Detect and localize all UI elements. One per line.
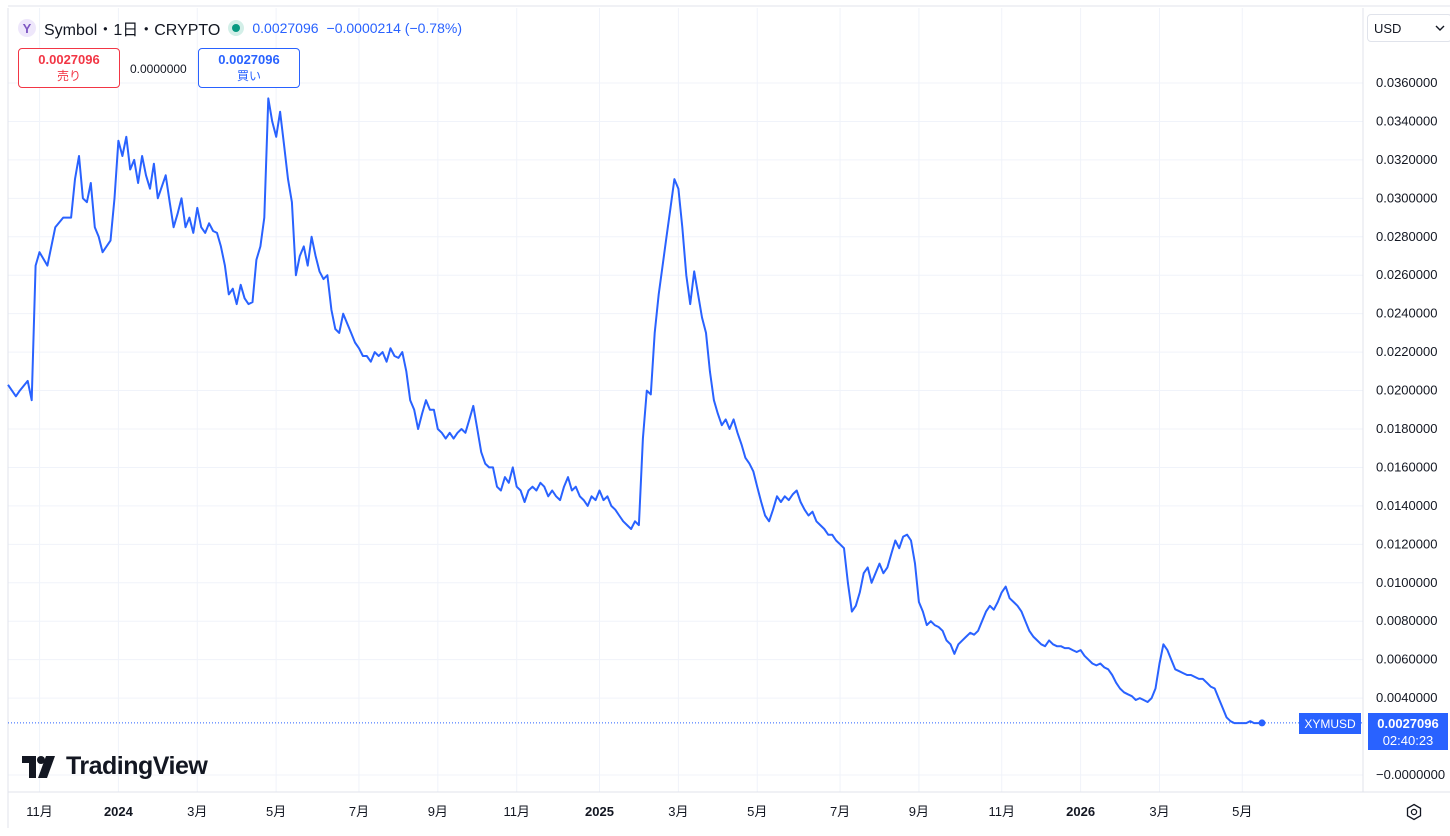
- currency-value: USD: [1374, 20, 1402, 36]
- price-axis-tick-label: 0.0240000: [1376, 306, 1437, 321]
- last-price-marker: [1258, 719, 1266, 727]
- symbol-title[interactable]: Symbol・1日・CRYPTO: [44, 22, 221, 39]
- chevron-down-icon: [1435, 25, 1445, 31]
- time-axis-tick-label: 9月: [909, 804, 929, 819]
- price-axis-tick-label: 0.0140000: [1376, 498, 1437, 513]
- last-price-tag: XYMUSD 0.0027096 02:40:23: [1299, 713, 1448, 750]
- time-axis-tick-label: 3月: [1149, 804, 1169, 819]
- buy-price: 0.0027096: [218, 52, 280, 67]
- time-axis-tick-label: 5月: [1232, 804, 1252, 819]
- time-axis-tick-label: 3月: [187, 804, 207, 819]
- market-status-icon[interactable]: [228, 20, 245, 36]
- time-axis-tick-label: 5月: [266, 804, 286, 819]
- time-axis-tick-label: 2024: [104, 804, 134, 819]
- spread-value: 0.0000000: [130, 62, 187, 76]
- time-axis-tick-label: 7月: [349, 804, 369, 819]
- tradingview-mark-icon: [22, 755, 58, 778]
- gear-icon: [1406, 803, 1422, 821]
- price-series-line: [7, 97, 1263, 725]
- sell-price: 0.0027096: [38, 52, 100, 67]
- header-price: 0.0027096: [252, 20, 319, 36]
- price-axis-tick-label: 0.0280000: [1376, 229, 1437, 244]
- buy-button[interactable]: 0.0027096 買い: [198, 48, 300, 88]
- price-axis-tick-label: 0.0360000: [1376, 75, 1437, 90]
- price-tag-countdown: 02:40:23: [1383, 733, 1434, 748]
- symbol-logo-icon: Y: [18, 19, 36, 37]
- price-axis-tick-label: 0.0180000: [1376, 421, 1437, 436]
- price-axis-tick-label: 0.0120000: [1376, 536, 1437, 551]
- time-axis[interactable]: 11月 2024 3月 5月 7月 9月 11月 2025 3月 5月 7月 9月 11月 2026 3月 5…: [26, 804, 1252, 819]
- chart-grid: [8, 8, 1363, 792]
- price-axis-tick-label: 0.0100000: [1376, 575, 1437, 590]
- header-change: −0.0000214 (−0.78%): [326, 20, 462, 36]
- time-axis-tick-label: 11月: [26, 804, 53, 819]
- price-axis-tick-label: 0.0060000: [1376, 652, 1437, 667]
- symbol-tag-bg: [1299, 713, 1361, 734]
- sell-button[interactable]: 0.0027096 売り: [18, 48, 120, 88]
- price-tag-value: 0.0027096: [1377, 716, 1438, 731]
- price-axis-tick-label: 0.0220000: [1376, 344, 1437, 359]
- time-axis-tick-label: 3月: [668, 804, 688, 819]
- chart-settings-button[interactable]: [1403, 801, 1425, 823]
- time-axis-tick-label: 7月: [830, 804, 850, 819]
- price-axis-tick-label: 0.0340000: [1376, 113, 1437, 128]
- price-axis-tick-label: 0.0320000: [1376, 152, 1437, 167]
- time-axis-tick-label: 5月: [747, 804, 767, 819]
- time-axis-tick-label: 11月: [503, 804, 530, 819]
- time-axis-tick-label: 2026: [1066, 804, 1095, 819]
- price-axis-tick-label: 0.0200000: [1376, 383, 1437, 398]
- time-axis-tick-label: 9月: [428, 804, 448, 819]
- price-tag-bg: [1368, 713, 1448, 750]
- price-axis[interactable]: 0.0360000 0.0340000 0.0320000 0.0300000 0.02…: [1376, 75, 1445, 782]
- price-axis-tick-label: 0.0300000: [1376, 190, 1437, 205]
- time-axis-tick-label: 11月: [988, 804, 1015, 819]
- symbol-tag-text: XYMUSD: [1304, 717, 1356, 731]
- price-axis-tick-label: 0.0080000: [1376, 613, 1437, 628]
- price-axis-tick-label: 0.0260000: [1376, 267, 1437, 282]
- sell-label: 売り: [56, 69, 81, 83]
- buy-label: 買い: [236, 69, 261, 83]
- symbol-header: Y Symbol・1日・CRYPTO 0.0027096 −0.0000214 …: [18, 16, 462, 40]
- time-axis-tick-label: 2025: [585, 804, 614, 819]
- tradingview-logo[interactable]: TradingView: [22, 752, 208, 781]
- price-axis-tick-label: −0.0000000: [1376, 767, 1445, 782]
- tradingview-wordmark: TradingView: [66, 752, 208, 780]
- currency-select[interactable]: USD: [1367, 14, 1450, 42]
- price-axis-tick-label: 0.0040000: [1376, 690, 1437, 705]
- price-axis-tick-label: 0.0160000: [1376, 459, 1437, 474]
